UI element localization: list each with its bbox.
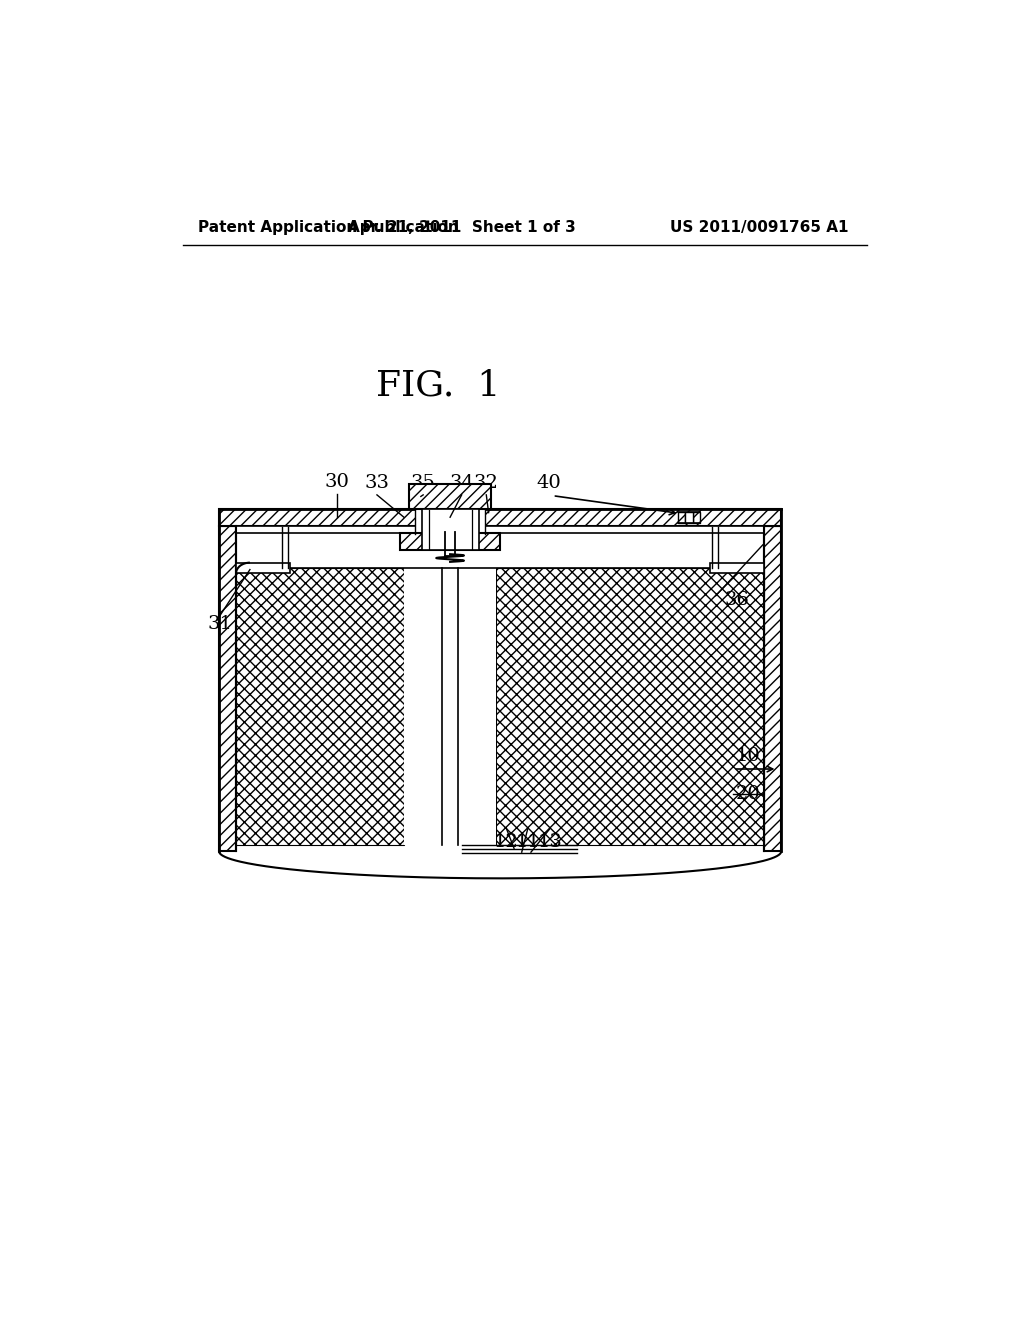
Bar: [764, 525, 781, 851]
Text: 20: 20: [736, 784, 761, 803]
Bar: [237, 525, 764, 533]
Bar: [711, 562, 764, 573]
Text: 33: 33: [365, 474, 389, 492]
Text: Apr. 21, 2011  Sheet 1 of 3: Apr. 21, 2011 Sheet 1 of 3: [348, 220, 575, 235]
Bar: [237, 568, 403, 845]
Text: 36: 36: [725, 590, 750, 609]
Text: 12: 12: [494, 833, 519, 851]
Bar: [422, 508, 478, 550]
Bar: [685, 512, 692, 523]
Bar: [678, 512, 685, 523]
Bar: [400, 533, 500, 550]
Bar: [219, 508, 781, 525]
Text: 13: 13: [538, 833, 562, 851]
Text: 11: 11: [515, 833, 541, 851]
Bar: [678, 512, 699, 523]
Text: 34: 34: [450, 474, 474, 492]
Bar: [219, 525, 237, 851]
Text: FIG.  1: FIG. 1: [377, 368, 501, 403]
Bar: [497, 568, 764, 845]
Text: 40: 40: [537, 474, 561, 492]
Bar: [416, 508, 484, 533]
Bar: [237, 562, 290, 573]
Text: Patent Application Publication: Patent Application Publication: [199, 220, 459, 235]
Text: US 2011/0091765 A1: US 2011/0091765 A1: [670, 220, 848, 235]
Text: 30: 30: [325, 473, 349, 491]
Bar: [410, 484, 490, 508]
Bar: [692, 512, 699, 523]
Text: 32: 32: [474, 474, 499, 492]
Text: 35: 35: [411, 474, 435, 492]
Text: 10: 10: [736, 747, 761, 766]
Text: 31: 31: [208, 615, 232, 634]
Bar: [403, 568, 497, 845]
